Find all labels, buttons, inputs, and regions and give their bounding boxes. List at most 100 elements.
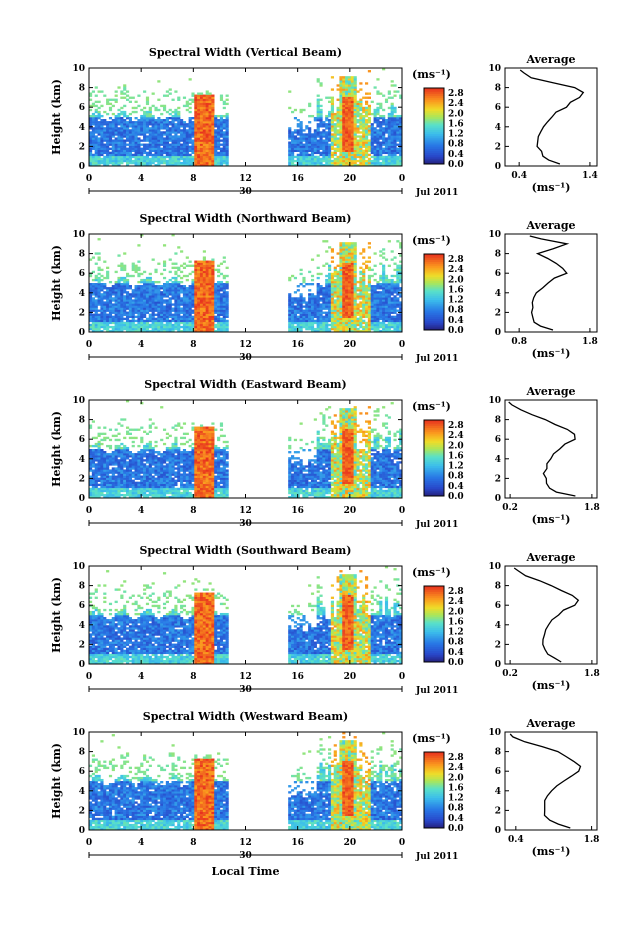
heatmap-cell bbox=[148, 153, 152, 157]
heatmap-cell bbox=[222, 119, 226, 122]
heatmap-cell bbox=[322, 159, 326, 163]
heatmap-cell bbox=[108, 305, 113, 308]
heatmap-cell bbox=[367, 163, 371, 167]
heatmap-cell bbox=[390, 325, 394, 329]
heatmap-cell bbox=[365, 153, 369, 157]
heatmap-cell bbox=[333, 327, 337, 331]
heatmap-cell bbox=[137, 285, 141, 288]
heatmap-cell bbox=[302, 325, 306, 329]
heatmap-cell bbox=[165, 143, 169, 146]
heatmap-cell bbox=[376, 319, 380, 323]
heatmap-cell bbox=[97, 238, 101, 241]
heatmap-cell bbox=[199, 153, 204, 157]
heatmap-cell bbox=[310, 323, 315, 327]
heatmap-cell bbox=[225, 307, 229, 310]
heatmap-cell bbox=[325, 315, 329, 319]
heatmap-cell bbox=[188, 311, 192, 314]
heatmap-cell bbox=[108, 307, 113, 310]
heatmap-cell bbox=[202, 145, 206, 148]
heatmap-cell bbox=[342, 295, 346, 298]
heatmap-cell bbox=[165, 147, 169, 150]
heatmap-cell bbox=[225, 153, 229, 157]
heatmap-cell bbox=[114, 270, 118, 274]
heatmap-cell bbox=[316, 309, 320, 312]
heatmap-cell bbox=[316, 143, 320, 146]
heatmap-cell bbox=[359, 317, 363, 321]
heatmap-cell bbox=[94, 319, 98, 323]
heatmap-cell bbox=[214, 307, 218, 310]
heatmap-cell bbox=[97, 145, 101, 148]
heatmap-cell bbox=[197, 106, 201, 110]
heatmap-cell bbox=[291, 297, 295, 300]
heatmap-cell bbox=[137, 157, 141, 161]
heatmap-cell bbox=[143, 307, 147, 310]
heatmap-cell bbox=[396, 137, 400, 140]
heatmap-cell bbox=[308, 289, 312, 292]
heatmap-cell bbox=[123, 133, 127, 136]
heatmap-cell bbox=[177, 123, 181, 126]
heatmap-cell bbox=[367, 159, 371, 163]
heatmap-cell bbox=[325, 325, 329, 329]
heatmap-cell bbox=[185, 311, 189, 314]
heatmap-cell bbox=[211, 157, 215, 161]
heatmap-cell bbox=[302, 285, 306, 288]
heatmap-cell bbox=[202, 100, 206, 104]
heatmap-cell bbox=[399, 159, 403, 163]
heatmap-cell bbox=[376, 161, 380, 165]
heatmap-cell bbox=[367, 149, 371, 153]
heatmap-cell bbox=[103, 297, 107, 300]
heatmap-cell bbox=[367, 295, 371, 298]
heatmap-cell bbox=[328, 127, 332, 130]
heatmap-cell bbox=[399, 157, 403, 161]
heatmap-cell bbox=[143, 161, 147, 165]
heatmap-cell bbox=[367, 268, 371, 272]
heatmap-cell bbox=[353, 299, 357, 302]
heatmap-cell bbox=[365, 127, 369, 130]
heatmap-cell bbox=[356, 106, 360, 110]
heatmap-cell bbox=[100, 283, 104, 286]
heatmap-cell bbox=[373, 297, 377, 300]
heatmap-cell bbox=[370, 311, 374, 314]
heatmap-cell bbox=[365, 119, 369, 122]
heatmap-cell bbox=[225, 285, 229, 288]
heatmap-cell bbox=[308, 323, 312, 327]
heatmap-cell bbox=[188, 123, 192, 126]
heatmap-cell bbox=[305, 323, 309, 327]
heatmap-cell bbox=[111, 145, 115, 148]
heatmap-cell bbox=[367, 242, 371, 245]
heatmap-cell bbox=[353, 145, 357, 148]
heatmap-cell bbox=[296, 125, 300, 128]
heatmap-cell bbox=[328, 133, 332, 136]
heatmap-cell bbox=[211, 127, 215, 130]
heatmap-cell bbox=[384, 100, 389, 104]
heatmap-cell bbox=[148, 149, 152, 153]
heatmap-cell bbox=[199, 129, 204, 132]
heatmap-cell bbox=[288, 135, 292, 138]
heatmap-cell bbox=[188, 153, 192, 157]
heatmap-cell bbox=[199, 137, 204, 140]
heatmap-cell bbox=[103, 295, 107, 298]
heatmap-cell bbox=[177, 131, 181, 134]
heatmap-cell bbox=[345, 264, 349, 267]
heatmap-cell bbox=[89, 159, 93, 163]
heatmap-cell bbox=[291, 161, 295, 165]
heatmap-cell bbox=[373, 329, 377, 333]
heatmap-cell bbox=[379, 315, 383, 319]
heatmap-cell bbox=[302, 321, 306, 325]
heatmap-cell bbox=[103, 139, 107, 142]
heatmap-cell bbox=[390, 315, 394, 319]
heatmap-cell bbox=[367, 303, 371, 306]
heatmap-cell bbox=[194, 291, 198, 294]
heatmap-cell bbox=[393, 135, 397, 138]
heatmap-cell bbox=[205, 319, 209, 323]
heatmap-cell bbox=[185, 264, 189, 267]
heatmap-cell bbox=[148, 139, 152, 142]
heatmap-cell bbox=[117, 131, 121, 134]
heatmap-cell bbox=[370, 293, 374, 296]
heatmap-cell bbox=[120, 276, 124, 280]
heatmap-cell bbox=[313, 137, 317, 140]
heatmap-cell bbox=[342, 157, 346, 161]
heatmap-cell bbox=[199, 147, 204, 150]
heatmap-cell bbox=[143, 319, 147, 323]
heatmap-cell bbox=[157, 309, 161, 312]
